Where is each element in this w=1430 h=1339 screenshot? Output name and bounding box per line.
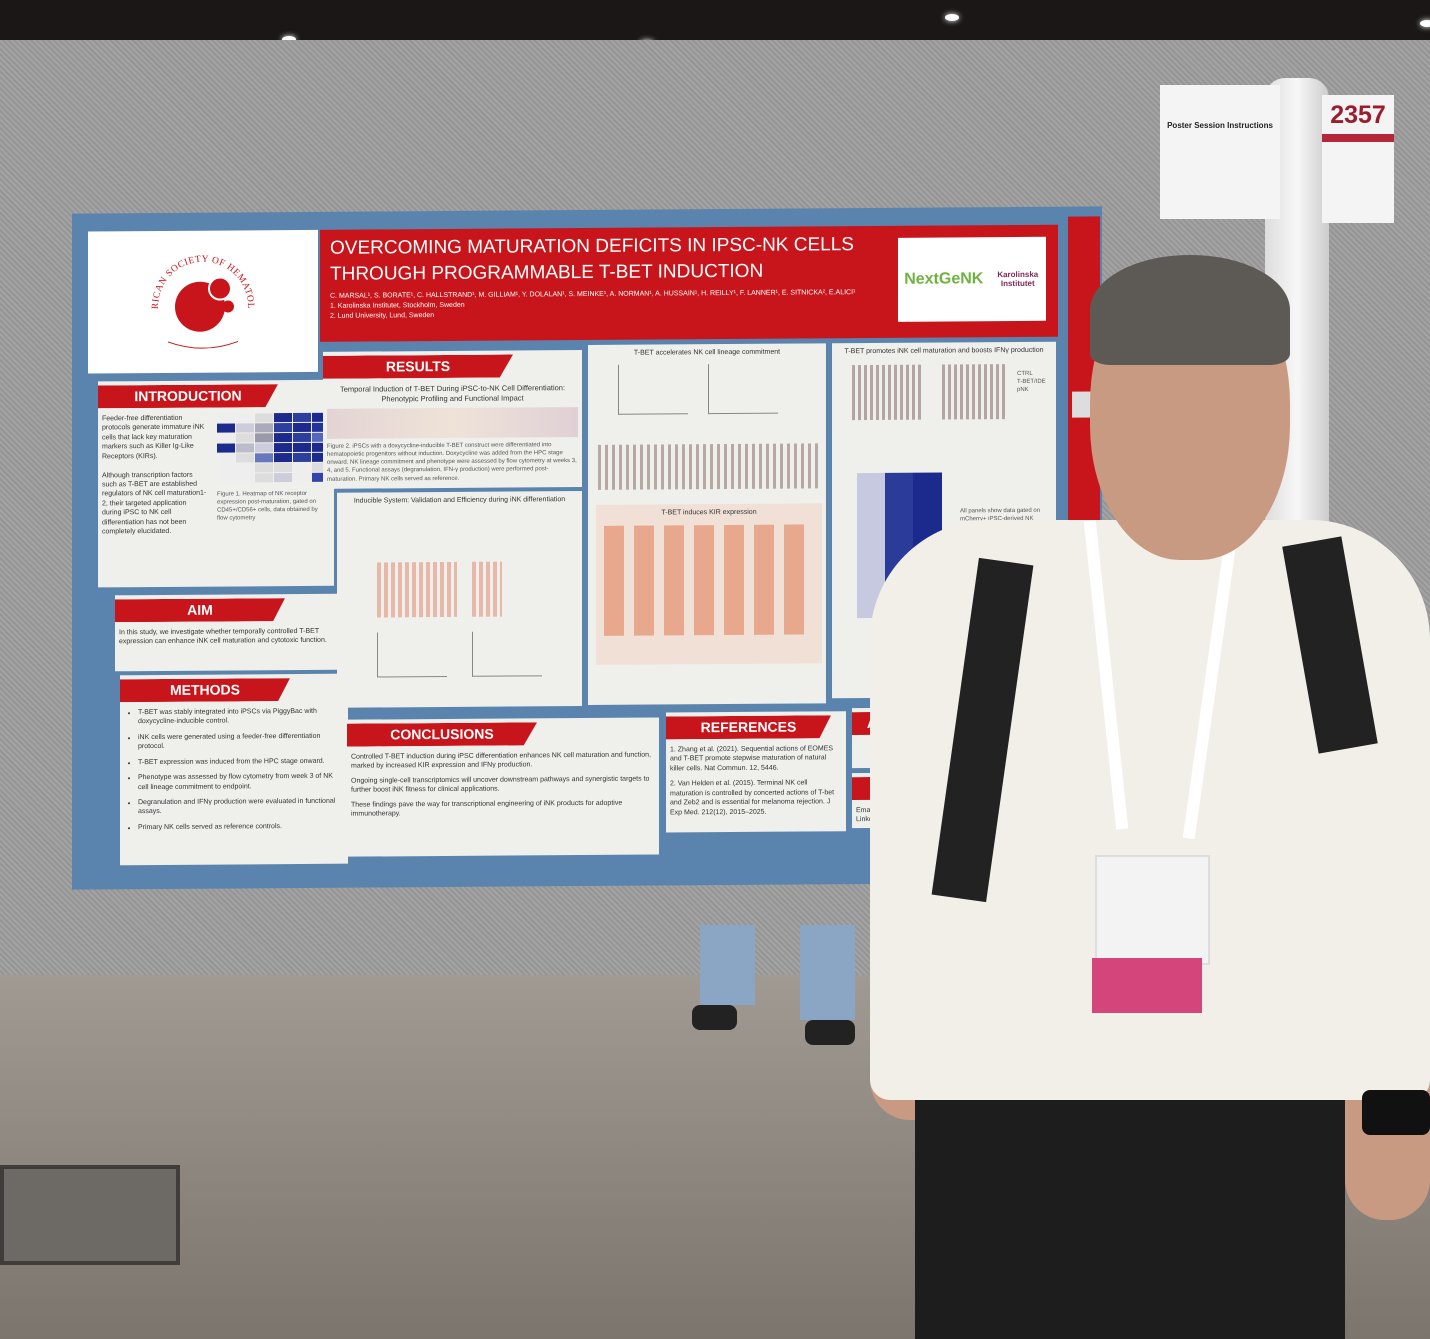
background-person-legs <box>692 925 855 1045</box>
conclusions-section: CONCLUSIONS Controlled T-BET induction d… <box>347 717 659 857</box>
ceiling-light <box>1420 20 1430 27</box>
lineage-commitment-panel: T-BET accelerates NK cell lineage commit… <box>588 343 826 705</box>
legend-entry: CTRL <box>1017 370 1033 377</box>
lineage-title: T-BET accelerates NK cell lineage commit… <box>633 348 781 357</box>
results-heading: RESULTS <box>323 355 513 379</box>
differentiation-schematic <box>327 407 578 439</box>
scientific-poster: AMERICAN SOCIETY OF HEMATOLOGY OVERCOMIN… <box>72 206 1102 890</box>
floor-access-plate <box>0 1165 180 1265</box>
board-number: 2357 <box>1330 101 1386 129</box>
bar-chart-thumbnail <box>472 561 502 617</box>
methods-item: Primary NK cells served as reference con… <box>138 822 344 833</box>
intro-text: Feeder-free differentiation protocols ge… <box>102 414 205 461</box>
poster-session-instructions-sign: Poster Session Instructions <box>1160 85 1280 219</box>
chart-legend: CTRL T-BET/IDE pNK <box>1017 370 1046 394</box>
instructions-title: Poster Session Instructions <box>1167 121 1273 130</box>
maturation-title: T-BET promotes iNK cell maturation and b… <box>844 346 1044 356</box>
title-banner: OVERCOMING MATURATION DEFICITS IN IPSC-N… <box>320 224 1058 342</box>
aim-heading: AIM <box>115 598 285 622</box>
conclusion-item: Controlled T-BET induction during iPSC d… <box>351 751 652 770</box>
karolinska-logo: Karolinska Institutet <box>997 269 1039 289</box>
aim-text: In this study, we investigate whether te… <box>119 627 327 646</box>
conclusion-item: These findings pave the way for transcri… <box>351 799 623 818</box>
methods-item: iNK cells were generated using a feeder-… <box>138 731 344 751</box>
references-heading: REFERENCES <box>666 715 831 739</box>
line-chart-thumbnail <box>618 364 688 415</box>
bar-chart-thumbnail <box>598 443 818 490</box>
aim-section: AIM In this study, we investigate whethe… <box>115 593 338 672</box>
line-chart-thumbnail <box>708 363 778 415</box>
figure-2-caption: Figure 2. iPSCs with a doxycycline-induc… <box>327 442 577 483</box>
reference-item: 2. Van Helden et al. (2015). Terminal NK… <box>670 779 835 816</box>
introduction-heading: INTRODUCTION <box>98 384 278 408</box>
badge-ribbon <box>1092 958 1202 1013</box>
inducible-system-panel: Inducible System: Validation and Efficie… <box>337 491 582 708</box>
inducible-title: Inducible System: Validation and Efficie… <box>353 496 566 505</box>
nextgenk-logo: NextGeNK <box>904 270 984 288</box>
ceiling-light <box>282 36 296 43</box>
methods-heading: METHODS <box>120 678 290 702</box>
results-subtitle: Temporal Induction of T-BET During iPSC-… <box>339 383 566 404</box>
board-number-sign: 2357 <box>1322 95 1394 223</box>
legend-entry: pNK <box>1017 387 1029 394</box>
line-chart-thumbnail <box>377 631 447 678</box>
kir-expression-panel: T-BET induces KIR expression <box>596 503 822 665</box>
ceiling <box>0 0 1430 47</box>
kir-title: T-BET induces KIR expression <box>661 508 757 517</box>
ceiling-light <box>945 14 959 21</box>
ash-logo-icon: AMERICAN SOCIETY OF HEMATOLOGY <box>138 236 255 349</box>
heatmap-figure: Figure 1. Heatmap of NK receptor express… <box>217 412 330 523</box>
bar-chart-thumbnail <box>852 364 922 421</box>
results-section: RESULTS Temporal Induction of T-BET Duri… <box>323 350 582 489</box>
introduction-section: INTRODUCTION Feeder-free differentiation… <box>98 379 334 588</box>
name-badge <box>1095 855 1210 965</box>
bar-chart-thumbnail <box>942 364 1007 420</box>
poster-title: OVERCOMING MATURATION DEFICITS IN IPSC-N… <box>330 234 854 285</box>
bar-chart-thumbnail <box>377 561 457 618</box>
reference-item: 1. Zhang et al. (2021). Sequential actio… <box>670 745 834 773</box>
line-chart-thumbnail <box>472 631 542 677</box>
methods-item: T-BET was stably integrated into iPSCs v… <box>138 707 344 727</box>
methods-section: METHODS T-BET was stably integrated into… <box>120 673 348 866</box>
histogram-grid <box>604 524 814 637</box>
conclusion-item: Ongoing single-cell transcriptomics will… <box>351 775 650 794</box>
partner-logos: NextGeNK Karolinska Institutet <box>898 236 1046 322</box>
intro-text: Although transcription factors such as T… <box>102 471 207 536</box>
methods-item: Degranulation and IFNγ production were e… <box>138 797 344 817</box>
methods-item: T-BET expression was induced from the HP… <box>138 756 344 767</box>
heatmap <box>217 412 330 483</box>
figure-1-caption: Figure 1. Heatmap of NK receptor express… <box>217 490 318 522</box>
references-section: REFERENCES 1. Zhang et al. (2021). Seque… <box>666 711 846 833</box>
conclusions-heading: CONCLUSIONS <box>347 722 537 746</box>
person-hair <box>1090 255 1290 365</box>
legend-entry: T-BET/IDE <box>1017 378 1046 386</box>
smartwatch <box>1362 1090 1430 1135</box>
methods-item: Phenotype was assessed by flow cytometry… <box>138 772 344 792</box>
ash-logo: AMERICAN SOCIETY OF HEMATOLOGY <box>88 229 318 374</box>
